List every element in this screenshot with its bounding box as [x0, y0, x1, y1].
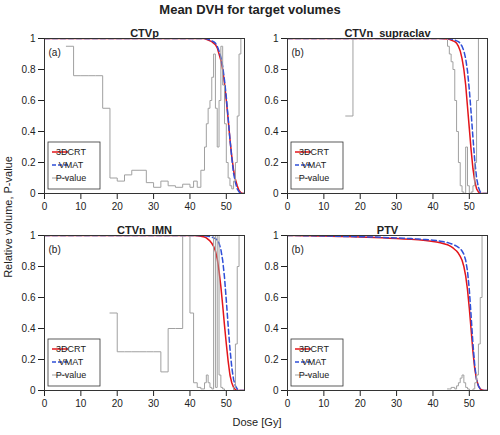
svg-text:3DCRT: 3DCRT	[56, 344, 86, 354]
svg-text:3DCRT: 3DCRT	[299, 147, 329, 157]
svg-text:0: 0	[285, 201, 291, 212]
svg-text:1: 1	[273, 33, 279, 44]
svg-text:VMAT: VMAT	[302, 357, 327, 367]
svg-text:0.2: 0.2	[22, 157, 36, 168]
svg-text:0.6: 0.6	[265, 292, 279, 303]
svg-text:(b): (b)	[292, 244, 304, 255]
svg-text:1: 1	[30, 230, 36, 241]
svg-text:VMAT: VMAT	[59, 160, 84, 170]
svg-text:CTVn_supraclav: CTVn_supraclav	[344, 27, 431, 39]
svg-text:50: 50	[464, 201, 476, 212]
svg-text:20: 20	[112, 398, 124, 409]
svg-text:0.6: 0.6	[22, 95, 36, 106]
svg-text:20: 20	[112, 201, 124, 212]
svg-text:(b): (b)	[49, 244, 61, 255]
svg-text:3DCRT: 3DCRT	[56, 147, 86, 157]
svg-text:0.8: 0.8	[265, 64, 279, 75]
svg-text:30: 30	[148, 201, 160, 212]
svg-text:0.4: 0.4	[22, 126, 36, 137]
svg-text:20: 20	[355, 398, 367, 409]
svg-text:VMAT: VMAT	[302, 160, 327, 170]
svg-text:CTVp: CTVp	[130, 27, 159, 39]
svg-text:0: 0	[285, 398, 291, 409]
svg-text:0: 0	[42, 398, 48, 409]
svg-text:P-value: P-value	[299, 173, 330, 183]
html-text:Mean DVH for target volumes: Mean DVH for target volumes	[159, 2, 341, 17]
svg-text:20: 20	[355, 201, 367, 212]
svg-text:10: 10	[318, 201, 330, 212]
svg-text:1: 1	[273, 230, 279, 241]
svg-text:(b): (b)	[292, 47, 304, 58]
svg-text:1: 1	[30, 33, 36, 44]
svg-text:0: 0	[42, 201, 48, 212]
svg-text:40: 40	[184, 201, 196, 212]
svg-text:10: 10	[75, 398, 87, 409]
svg-text:0: 0	[30, 188, 36, 199]
svg-text:50: 50	[221, 201, 233, 212]
svg-text:0: 0	[273, 385, 279, 396]
svg-text:0.2: 0.2	[265, 157, 279, 168]
svg-text:40: 40	[427, 201, 439, 212]
svg-text:0.4: 0.4	[22, 323, 36, 334]
svg-text:0.2: 0.2	[22, 354, 36, 365]
svg-text:10: 10	[318, 398, 330, 409]
svg-text:P-value: P-value	[56, 370, 87, 380]
svg-text:P-value: P-value	[299, 370, 330, 380]
svg-text:3DCRT: 3DCRT	[299, 344, 329, 354]
svg-text:P-value: P-value	[56, 173, 87, 183]
svg-text:0.8: 0.8	[22, 64, 36, 75]
svg-text:VMAT: VMAT	[59, 357, 84, 367]
svg-text:10: 10	[75, 201, 87, 212]
svg-text:0: 0	[30, 385, 36, 396]
svg-text:0.8: 0.8	[265, 261, 279, 272]
svg-text:CTVn_IMN: CTVn_IMN	[117, 224, 172, 236]
html-text:Relative volume, P-value: Relative volume, P-value	[2, 156, 14, 278]
svg-text:0.4: 0.4	[265, 126, 279, 137]
svg-text:30: 30	[148, 398, 160, 409]
svg-text:0.2: 0.2	[265, 354, 279, 365]
svg-text:(a): (a)	[49, 47, 61, 58]
svg-text:0.8: 0.8	[22, 261, 36, 272]
svg-text:0: 0	[273, 188, 279, 199]
svg-text:50: 50	[464, 398, 476, 409]
svg-text:40: 40	[184, 398, 196, 409]
svg-text:40: 40	[427, 398, 439, 409]
svg-text:50: 50	[221, 398, 233, 409]
svg-text:0.6: 0.6	[22, 292, 36, 303]
svg-text:0.4: 0.4	[265, 323, 279, 334]
svg-text:PTV: PTV	[377, 224, 399, 236]
svg-text:30: 30	[391, 398, 403, 409]
svg-text:30: 30	[391, 201, 403, 212]
svg-text:0.6: 0.6	[265, 95, 279, 106]
html-text:Dose [Gy]: Dose [Gy]	[232, 416, 282, 428]
